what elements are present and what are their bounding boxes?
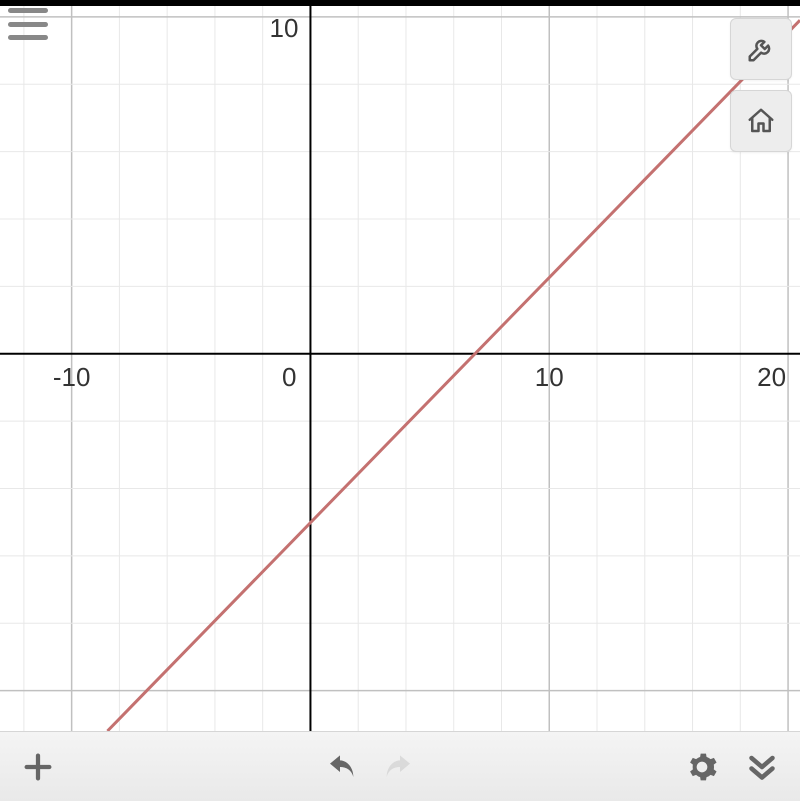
home-button[interactable]	[730, 90, 792, 152]
undo-button[interactable]	[316, 743, 364, 791]
axis-tick-label: 10	[270, 13, 299, 44]
axis-tick-label: 20	[757, 362, 786, 393]
axis-tick-label: -10	[53, 362, 91, 393]
undo-icon	[320, 752, 360, 782]
graph-canvas[interactable]	[0, 0, 800, 731]
chevron-down-icon	[744, 749, 780, 785]
gear-button[interactable]	[678, 743, 726, 791]
side-buttons	[730, 18, 792, 152]
redo-icon	[380, 752, 420, 782]
bottom-toolbar	[0, 731, 800, 801]
gear-icon	[686, 751, 718, 783]
axis-tick-label: 10	[535, 362, 564, 393]
top-border	[0, 0, 800, 6]
add-button[interactable]	[14, 743, 62, 791]
graph-app: -10 0 10 20 10	[0, 0, 800, 801]
wrench-icon	[746, 34, 776, 64]
top-left-toolbar	[8, 8, 48, 40]
collapse-button[interactable]	[738, 743, 786, 791]
redo-button[interactable]	[376, 743, 424, 791]
wrench-button[interactable]	[730, 18, 792, 80]
axis-tick-label: 0	[282, 362, 296, 393]
home-icon	[746, 106, 776, 136]
menu-icon[interactable]	[8, 8, 48, 40]
plus-icon	[21, 750, 55, 784]
